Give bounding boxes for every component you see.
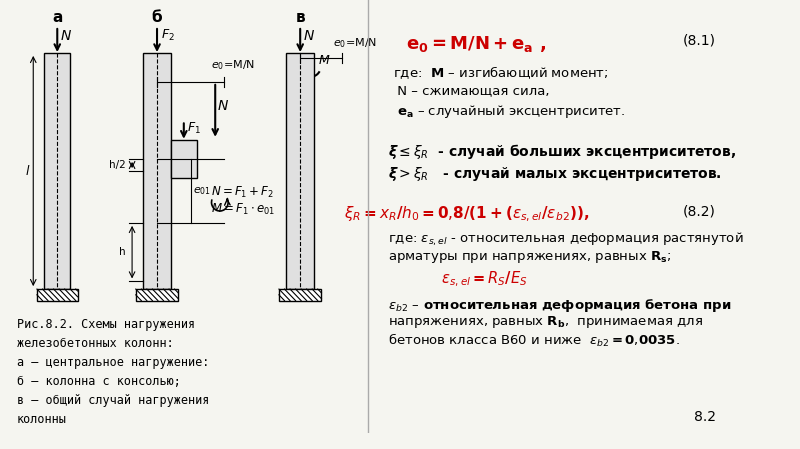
FancyBboxPatch shape <box>279 289 322 301</box>
FancyBboxPatch shape <box>171 140 197 178</box>
Text: 8.2: 8.2 <box>694 410 716 424</box>
FancyBboxPatch shape <box>37 289 78 301</box>
Text: $e_0$=M/N: $e_0$=M/N <box>210 58 254 72</box>
Text: h: h <box>118 247 126 257</box>
FancyBboxPatch shape <box>44 53 70 289</box>
Text: бетонов класса В60 и ниже  $\boldsymbol{\varepsilon_{b2} = 0{,}0035}$.: бетонов класса В60 и ниже $\boldsymbol{\… <box>388 331 680 348</box>
Text: б: б <box>152 9 162 25</box>
Text: $\boldsymbol{\xi} \leq \boldsymbol{\xi_R}$  - случай больших эксцентриситетов,: $\boldsymbol{\xi} \leq \boldsymbol{\xi_R… <box>388 141 736 161</box>
Text: (8.2): (8.2) <box>683 204 716 218</box>
Text: $F_2$: $F_2$ <box>161 28 174 43</box>
Text: N: N <box>304 29 314 43</box>
Text: $\boldsymbol{\xi_R = x_R / h_0 = 0{,}8 / (1 + (\varepsilon_{s,el} / \varepsilon_: $\boldsymbol{\xi_R = x_R / h_0 = 0{,}8 /… <box>344 204 589 224</box>
Text: $\boldsymbol{\varepsilon_{b2}}$ – относительная деформация бетона при: $\boldsymbol{\varepsilon_{b2}}$ – относи… <box>388 297 731 314</box>
Text: а: а <box>52 9 62 25</box>
Text: N: N <box>218 99 228 113</box>
Text: N: N <box>61 29 71 43</box>
Text: $M=F_1 \cdot e_{01}$: $M=F_1 \cdot e_{01}$ <box>210 202 274 216</box>
Text: $N=F_1+F_2$: $N=F_1+F_2$ <box>210 185 274 200</box>
Text: $\boldsymbol{\xi} > \boldsymbol{\xi_R}$   - случай малых эксцентриситетов.: $\boldsymbol{\xi} > \boldsymbol{\xi_R}$ … <box>388 165 722 183</box>
Text: $e_{01}$: $e_{01}$ <box>193 185 210 197</box>
Text: $\boldsymbol{\varepsilon_{s,el} = R_S/E_S}$: $\boldsymbol{\varepsilon_{s,el} = R_S/E_… <box>411 270 527 289</box>
Text: (8.1): (8.1) <box>683 34 716 48</box>
Text: где: $\boldsymbol{\varepsilon_{s,el}}$ - относительная деформация растянутой: где: $\boldsymbol{\varepsilon_{s,el}}$ -… <box>388 231 743 248</box>
Text: $e_0$=M/N: $e_0$=M/N <box>333 36 377 50</box>
FancyBboxPatch shape <box>143 53 171 289</box>
Text: $F_1$: $F_1$ <box>186 121 201 136</box>
FancyBboxPatch shape <box>136 289 178 301</box>
Text: M: M <box>318 54 330 67</box>
Text: l: l <box>26 164 30 177</box>
Text: N – сжимающая сила,: N – сжимающая сила, <box>393 84 549 97</box>
Text: напряжениях, равных $\mathbf{R_b}$,  принимаемая для: напряжениях, равных $\mathbf{R_b}$, прин… <box>388 314 703 330</box>
Text: Рис.8.2. Схемы нагружения
железобетонных колонн:
а – центральное нагружение:
б –: Рис.8.2. Схемы нагружения железобетонных… <box>17 318 209 426</box>
Text: в: в <box>295 9 305 25</box>
Text: $\mathbf{e_a}$ – случайный эксцентриситет.: $\mathbf{e_a}$ – случайный эксцентрисите… <box>393 103 625 120</box>
FancyBboxPatch shape <box>286 53 314 289</box>
Text: арматуры при напряжениях, равных $\mathbf{R_s}$;: арматуры при напряжениях, равных $\mathb… <box>388 249 671 264</box>
Text: где:  $\mathbf{M}$ – изгибающий момент;: где: $\mathbf{M}$ – изгибающий момент; <box>393 65 608 81</box>
Text: $\mathbf{e_0 = M / N + e_a}$ ,: $\mathbf{e_0 = M / N + e_a}$ , <box>406 34 546 54</box>
Text: h/2: h/2 <box>109 160 126 170</box>
